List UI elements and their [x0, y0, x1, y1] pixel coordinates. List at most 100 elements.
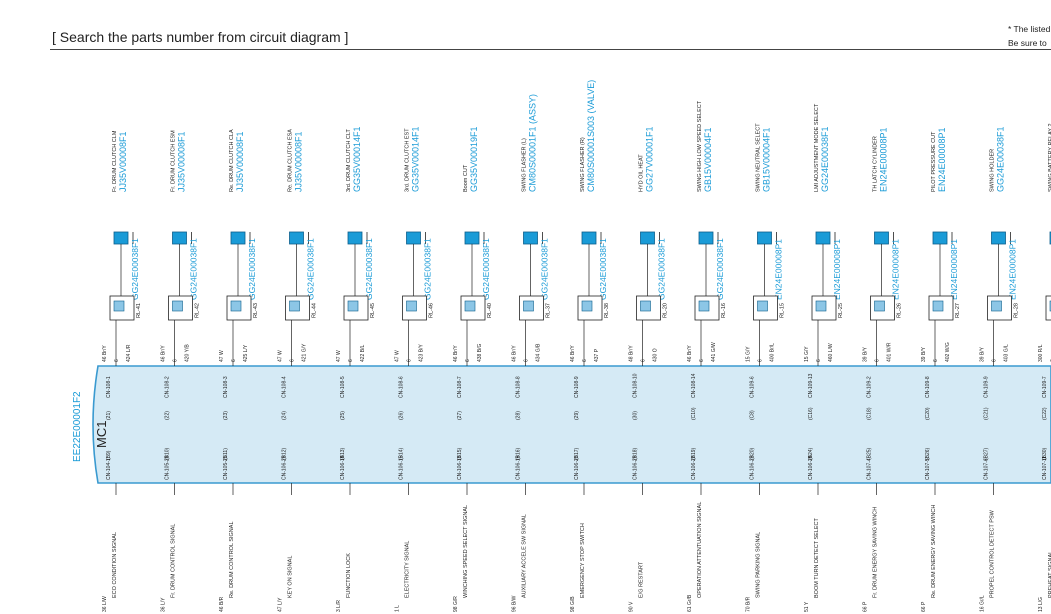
relay-label: RL-26: [897, 303, 903, 318]
wire-label: 66 P: [921, 601, 927, 612]
function-label: 3rd. DRUM CLUTCH EST: [405, 128, 411, 192]
wire-label: 47 L/Y: [278, 597, 284, 612]
wire-label: 16 Gr/L: [980, 595, 986, 612]
wire-label: 46 Br/Y: [512, 345, 518, 362]
relay-label: RL-38: [604, 303, 610, 318]
wire-label: 51 Y: [804, 601, 810, 612]
controller-part-number[interactable]: EE22E00001F2: [72, 391, 83, 462]
pin-label: (B17): [574, 447, 580, 460]
connector-label: CN-106-21: [282, 455, 288, 480]
wire-label: 6: [524, 359, 530, 362]
resistor-part-number[interactable]: EN24E00008P1: [949, 239, 959, 300]
signal-label: AUXILIARY ACCELE SW SIGNAL: [522, 514, 528, 598]
relay-coil-icon: [581, 300, 593, 312]
resistor-part-number[interactable]: GG24E00038F1: [715, 238, 725, 300]
signal-label: WINCHING SPEED SELECT SIGNAL: [463, 505, 469, 598]
part-number-link[interactable]: JJ35V00008F1: [294, 131, 304, 192]
resistor-part-number[interactable]: GG24E00038F1: [598, 238, 608, 300]
part-number-link[interactable]: GG27V00001F1: [645, 126, 655, 192]
resistor-part-number[interactable]: EN24E00008P1: [1008, 239, 1018, 300]
wire-label: 403 G/L: [1004, 344, 1010, 362]
part-number-link[interactable]: GG35V00014F1: [411, 126, 421, 192]
relay-coil-icon: [464, 300, 476, 312]
solenoid-icon: [581, 231, 597, 245]
part-number-link[interactable]: CM80S00001S003 (VALVE): [586, 80, 596, 192]
relay-label: RL-16: [721, 303, 727, 318]
part-number-link[interactable]: JJ35V00008F1: [177, 131, 187, 192]
resistor-part-number[interactable]: GG24E00038F1: [481, 238, 491, 300]
pin-label: (28): [516, 411, 522, 420]
connector-label: CN-109-8: [925, 376, 931, 398]
wire-label: 39 B/Y: [921, 346, 927, 362]
part-number-link[interactable]: GG24E00038F1: [996, 126, 1006, 192]
part-number-link[interactable]: EN24E00008P1: [937, 127, 947, 192]
wire-label: 441 G/W: [711, 342, 717, 362]
resistor-part-number[interactable]: GG24E00038F1: [130, 238, 140, 300]
relay-coil-icon: [874, 300, 885, 312]
relay-coil-icon: [932, 300, 944, 312]
relay-label: RL-37: [546, 303, 552, 318]
wire-label: 6: [348, 359, 354, 362]
part-number-link[interactable]: GG24E00038F1: [820, 126, 830, 192]
resistor-part-number[interactable]: EN24E00008P1: [832, 239, 842, 300]
part-number-link[interactable]: EN24E00008P1: [879, 127, 889, 192]
wire-label: 1 L: [395, 605, 401, 612]
pin-label: (C16): [808, 407, 814, 420]
pin-label: (25): [340, 411, 346, 420]
resistor-part-number[interactable]: EN24E00008P1: [891, 239, 901, 300]
page-title: [ Search the parts number from circuit d…: [52, 29, 349, 45]
part-number-link[interactable]: GG35V00014F1: [352, 126, 362, 192]
solenoid-icon: [230, 231, 246, 245]
connector-label: CN-106-22: [691, 455, 697, 480]
solenoid-icon: [757, 231, 772, 245]
pin-label: (C8): [750, 410, 756, 420]
part-number-link[interactable]: JJ35V00008F1: [118, 131, 128, 192]
pin-label: (C20): [925, 407, 931, 420]
resistor-part-number[interactable]: GG24E00038F1: [306, 238, 316, 300]
connector-label: CN-107-4: [867, 458, 873, 480]
wire-label: 13 L/G: [1038, 597, 1044, 612]
pin-label: (27): [457, 411, 463, 420]
wire-label: 3 L/R: [336, 600, 342, 612]
signal-label: ECO CONDITION SIGNAL: [112, 532, 118, 598]
connector-label: CN-106-14: [340, 455, 346, 480]
wire-label: 420 Y/B: [185, 344, 191, 362]
connector-label: CN-106-21: [633, 455, 639, 480]
pin-label: (B11): [223, 448, 229, 460]
function-label: HYD OIL HEAT: [639, 154, 645, 192]
resistor-part-number[interactable]: GG24E00038F1: [657, 238, 667, 300]
pin-label: (24): [282, 411, 288, 420]
resistor-part-number[interactable]: GG24E00038F1: [540, 238, 550, 300]
connector-label: CN-106-23: [750, 455, 756, 480]
pin-label: (B13): [340, 447, 346, 460]
connector-label: CN-108-4: [282, 376, 288, 398]
part-number-link[interactable]: JJ35V00008F1: [235, 131, 245, 192]
resistor-part-number[interactable]: GG24E00038F1: [364, 238, 374, 300]
part-number-link[interactable]: CM80S00001F1 (ASSY): [528, 94, 538, 192]
wire-label: 98 G/B: [570, 596, 576, 612]
part-number-link[interactable]: GG35V00019F1: [469, 126, 479, 192]
wire-label: 437 P: [594, 348, 600, 362]
connector-label: CN-109-7: [1042, 376, 1048, 398]
resistor-part-number[interactable]: GG24E00038F1: [423, 238, 433, 300]
connector-label: CN-107-6: [984, 458, 990, 480]
part-number-link[interactable]: GB15V00004F1: [762, 127, 772, 192]
resistor-part-number[interactable]: EN24E00008P1: [774, 239, 784, 300]
relay-coil-icon: [698, 300, 710, 312]
wire-label: 47 W: [278, 350, 284, 362]
wire-label: 66 P: [863, 601, 869, 612]
resistor-part-number[interactable]: GG24E00038F1: [189, 238, 199, 300]
function-label: SWING NEUTRAL SELECT: [756, 123, 762, 192]
resistor-part-number[interactable]: GG24E00038F1: [247, 238, 257, 300]
wire-label: 425 L/Y: [243, 344, 249, 362]
wire-label: 46 B/R: [219, 596, 225, 612]
signal-label: EMERGENCY STOP SWITCH: [580, 523, 586, 598]
signal-label: PREHEAT SIGNAL: [1048, 551, 1051, 598]
part-number-link[interactable]: GB15V00004F1: [703, 127, 713, 192]
solenoid-icon: [874, 231, 889, 245]
